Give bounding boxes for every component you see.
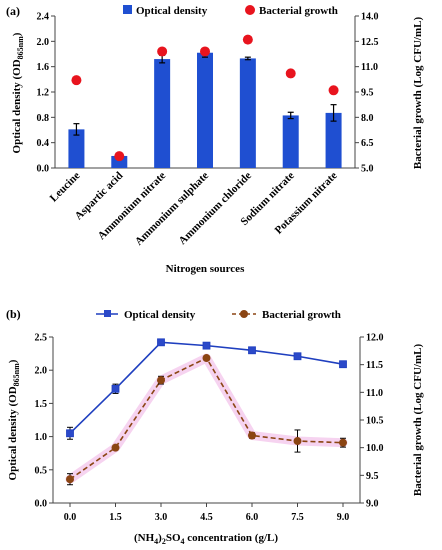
panel-b-bg-highlight — [65, 353, 348, 484]
panel-a-y2-tick-label: 14.0 — [361, 12, 379, 23]
bar — [68, 129, 85, 168]
bar — [154, 59, 171, 168]
panel-a-label: (a) — [6, 4, 20, 18]
panel-b-x-tick-label: 0.0 — [64, 512, 77, 523]
panel-a-xlabel: Nitrogen sources — [166, 263, 245, 275]
panel-b-x-tick-label: 9.0 — [337, 512, 350, 523]
legend-b-circle-swatch — [240, 310, 248, 318]
panel-b-markers — [66, 338, 347, 486]
panel-a-y2-tick-label: 8.0 — [361, 113, 374, 124]
category-label: Ammonium sulphate — [133, 170, 211, 248]
panel-a: (a) Optical density Bacterial growth 0.0… — [6, 4, 424, 275]
growth-point — [200, 46, 210, 57]
growth-point — [293, 437, 302, 446]
growth-point — [111, 443, 120, 452]
growth-point — [114, 151, 125, 162]
panel-a-y2-tick-label: 11.0 — [361, 62, 378, 73]
panel-a-y2-tick-label: 12.5 — [361, 37, 379, 48]
panel-b-y-tick-label: 1.0 — [35, 432, 48, 443]
panel-b-y2-tick-label: 11.5 — [366, 360, 383, 371]
panel-b-x-tick-label: 4.5 — [200, 512, 213, 523]
growth-point — [202, 354, 211, 363]
panel-b-y2-tick-label: 9.5 — [366, 471, 379, 482]
panel-b-xlabel: (NH4)2SO4 concentration (g/L) — [134, 532, 278, 546]
growth-point — [71, 75, 82, 86]
panel-b-y2label: Bacterial growth (Log CFU/mL) — [412, 344, 424, 497]
growth-point — [242, 34, 253, 45]
panel-a-y-tick-label: 2.0 — [37, 37, 50, 48]
legend-a-bar-label: Optical density — [136, 5, 208, 17]
bar — [325, 112, 342, 168]
panel-b-y-tick-label: 0.0 — [35, 499, 48, 510]
panel-b-y2-tick-label: 10.5 — [366, 416, 384, 427]
od-point — [339, 360, 347, 369]
panel-a-ylabel: Optical density (OD865nm) — [11, 32, 25, 153]
panel-a-y2-tick-label: 5.0 — [361, 164, 374, 175]
category-label: Leucine — [48, 170, 83, 205]
od-point — [248, 346, 256, 355]
growth-point — [339, 438, 347, 447]
panel-a-y-tick-label: 2.4 — [37, 12, 50, 23]
panel-b-y2-tick-label: 10.0 — [366, 443, 384, 454]
od-point — [111, 384, 120, 393]
panel-a-y-ticks: 0.0 0.4 0.8 1.2 1.6 2.0 2.4 — [37, 12, 55, 175]
growth-point — [248, 431, 256, 440]
panel-b-y-tick-label: 1.5 — [35, 399, 48, 410]
growth-point — [157, 376, 165, 385]
panel-a-y-tick-label: 0.8 — [37, 113, 50, 124]
panel-a-y2-tick-label: 9.5 — [361, 88, 374, 99]
growth-line — [69, 356, 344, 480]
bar — [197, 52, 213, 168]
panel-b-ylabel: Optical density (OD865nm) — [7, 359, 21, 480]
panel-b-x-tick-label: 7.5 — [291, 512, 304, 523]
panel-a-bars — [68, 47, 342, 168]
od-point — [202, 341, 211, 350]
legend-b-bg-label: Bacterial growth — [262, 309, 341, 321]
legend-a-dot-label: Bacterial growth — [259, 5, 338, 17]
panel-b-x-ticks: 0.0 1.5 3.0 4.5 6.0 7.5 9.0 — [64, 503, 350, 523]
panel-b-x-tick-label: 1.5 — [109, 512, 122, 523]
growth-highlight-band — [65, 353, 348, 484]
growth-point — [66, 475, 74, 484]
panel-b-y2-ticks: 9.0 9.5 10.0 10.5 11.0 11.5 12.0 — [360, 333, 384, 510]
panel-a-y2label: Bacterial growth (Log CFU/mL) — [412, 17, 424, 170]
panel-a-y2-ticks: 5.0 6.5 8.0 9.5 11.0 12.5 14.0 — [355, 12, 379, 175]
growth-point — [157, 46, 168, 57]
panel-b-y2-tick-label: 9.0 — [366, 499, 379, 510]
panel-b-legend: Optical density Bacterial growth — [96, 309, 341, 321]
panel-a-y-tick-label: 1.6 — [37, 62, 50, 73]
panel-a-legend: Optical density Bacterial growth — [123, 5, 338, 17]
legend-a-bar-swatch — [123, 5, 132, 14]
bar — [239, 58, 256, 168]
panel-b-y-ticks: 0.0 0.5 1.0 1.5 2.0 2.5 — [35, 333, 53, 510]
panel-a-y2-tick-label: 6.5 — [361, 138, 374, 149]
panel-a-y-tick-label: 0.4 — [37, 138, 50, 149]
panel-b-y2-tick-label: 11.0 — [366, 388, 383, 399]
od-point — [293, 352, 302, 361]
panel-a-y-tick-label: 0.0 — [37, 164, 50, 175]
panel-a-y-tick-label: 1.2 — [37, 88, 50, 99]
legend-b-square-swatch — [104, 310, 111, 317]
panel-a-dots — [71, 34, 339, 162]
bar — [282, 115, 299, 168]
panel-b-y-tick-label: 2.5 — [35, 333, 48, 344]
legend-b-od-label: Optical density — [124, 309, 196, 321]
legend-a-dot-swatch — [245, 5, 255, 15]
od-point — [157, 338, 165, 347]
panel-b-x-tick-label: 3.0 — [155, 512, 168, 523]
panel-b-label: (b) — [6, 307, 21, 321]
panel-b-x-tick-label: 6.0 — [246, 512, 259, 523]
growth-point — [285, 68, 296, 79]
panel-b-y-tick-label: 0.5 — [35, 465, 48, 476]
panel-b: (b) Optical density Bacterial growth 0.0… — [6, 307, 424, 546]
od-point — [66, 429, 74, 438]
panel-b-y-tick-label: 2.0 — [35, 366, 48, 377]
panel-b-y2-tick-label: 12.0 — [366, 333, 384, 344]
category-label: Ammonium chloride — [177, 170, 254, 247]
growth-point — [328, 85, 339, 96]
